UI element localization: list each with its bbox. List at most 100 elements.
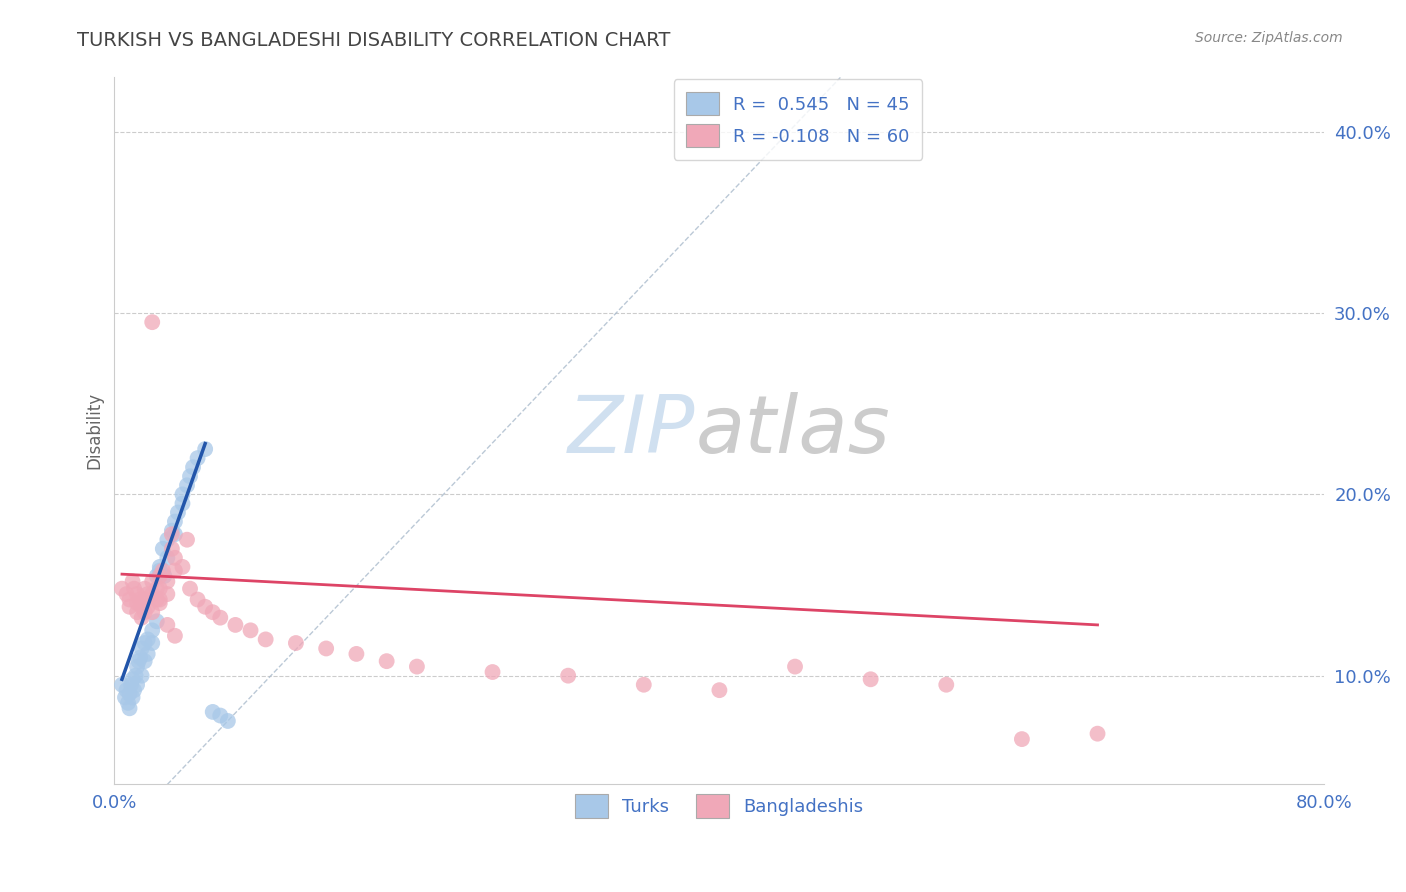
Point [127, 605, 149, 619]
Point [149, 582, 172, 596]
Point [156, 550, 179, 565]
Point [136, 599, 159, 614]
Point [121, 574, 143, 589]
Point [209, 708, 232, 723]
Point [136, 632, 159, 647]
Point [149, 564, 172, 578]
Point [344, 647, 367, 661]
Point [163, 564, 186, 578]
Legend: Turks, Bangladeshis: Turks, Bangladeshis [568, 788, 870, 825]
Point [557, 668, 579, 682]
Point [783, 659, 806, 673]
Point [163, 527, 186, 541]
Point [122, 683, 145, 698]
Point [156, 618, 179, 632]
Point [115, 587, 138, 601]
Point [254, 632, 277, 647]
Point [152, 541, 174, 556]
Point [187, 592, 209, 607]
Point [141, 315, 163, 329]
Point [935, 678, 957, 692]
Point [284, 636, 307, 650]
Point [118, 701, 141, 715]
Point [141, 605, 163, 619]
Point [375, 654, 398, 668]
Point [127, 596, 149, 610]
Point [406, 659, 429, 673]
Point [709, 683, 731, 698]
Point [315, 641, 337, 656]
Point [121, 690, 143, 705]
Point [131, 599, 153, 614]
Point [224, 618, 246, 632]
Point [117, 696, 139, 710]
Point [156, 533, 179, 547]
Point [115, 683, 138, 698]
Point [128, 654, 150, 668]
Point [187, 451, 209, 466]
Point [141, 587, 163, 601]
Point [1011, 732, 1033, 747]
Point [239, 624, 262, 638]
Point [153, 569, 176, 583]
Point [156, 587, 179, 601]
Point [134, 582, 156, 596]
Point [160, 527, 183, 541]
Point [141, 636, 163, 650]
Text: Source: ZipAtlas.com: Source: ZipAtlas.com [1195, 31, 1343, 45]
Point [176, 478, 198, 492]
Point [134, 654, 156, 668]
Point [129, 592, 152, 607]
Point [163, 550, 186, 565]
Point [114, 690, 136, 705]
Point [145, 614, 167, 628]
Point [149, 596, 172, 610]
Point [194, 442, 217, 456]
Point [141, 624, 163, 638]
Point [118, 599, 141, 614]
Point [127, 587, 149, 601]
Point [194, 599, 217, 614]
Point [217, 714, 239, 728]
Text: TURKISH VS BANGLADESHI DISABILITY CORRELATION CHART: TURKISH VS BANGLADESHI DISABILITY CORREL… [77, 31, 671, 50]
Point [181, 460, 204, 475]
Point [176, 533, 198, 547]
Point [136, 647, 159, 661]
Y-axis label: Disability: Disability [86, 392, 103, 469]
Point [145, 592, 167, 607]
Point [163, 629, 186, 643]
Point [859, 673, 882, 687]
Point [179, 582, 201, 596]
Point [124, 668, 146, 682]
Point [160, 541, 183, 556]
Point [149, 569, 172, 583]
Point [145, 569, 167, 583]
Point [111, 582, 134, 596]
Point [129, 650, 152, 665]
Point [172, 487, 194, 501]
Point [1087, 727, 1109, 741]
Text: atlas: atlas [695, 392, 890, 470]
Point [481, 665, 503, 679]
Point [152, 564, 174, 578]
Point [131, 668, 153, 682]
Point [120, 678, 142, 692]
Point [118, 687, 141, 701]
Point [111, 678, 134, 692]
Point [209, 610, 232, 624]
Point [149, 560, 172, 574]
Point [163, 515, 186, 529]
Point [201, 605, 224, 619]
Point [145, 582, 167, 596]
Point [134, 605, 156, 619]
Point [633, 678, 655, 692]
Point [118, 592, 141, 607]
Point [131, 610, 153, 624]
Point [172, 560, 194, 574]
Point [167, 506, 190, 520]
Point [172, 496, 194, 510]
Point [141, 574, 163, 589]
Point [160, 524, 183, 538]
Point [149, 592, 172, 607]
Point [127, 678, 149, 692]
